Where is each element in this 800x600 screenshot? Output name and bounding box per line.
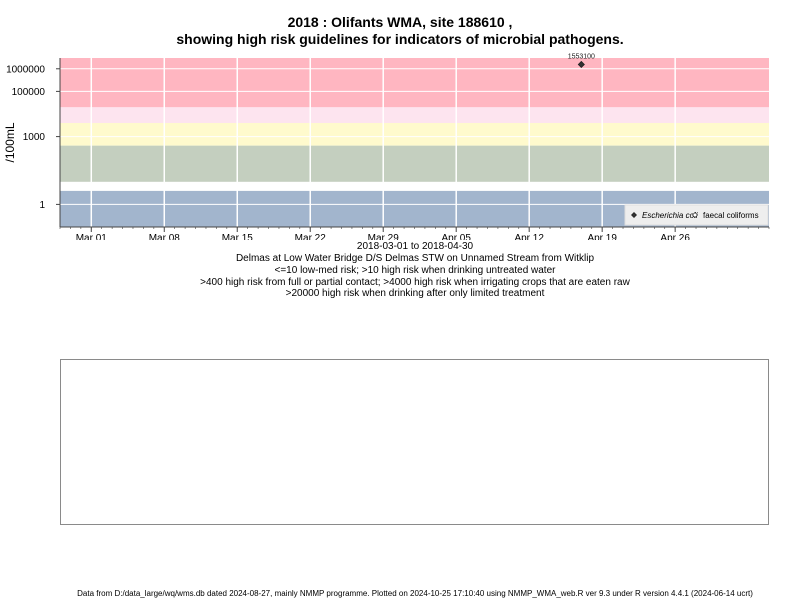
legend: Escherichia coli faecal coliforms bbox=[624, 204, 769, 226]
x-tick-label-mar-01: Mar 01 bbox=[76, 233, 108, 240]
risk-band-2 bbox=[60, 145, 769, 182]
chart-title-line-1: 2018 : Olifants WMA, site 188610 , bbox=[287, 14, 513, 30]
y-tick-label-1000000: 1000000 bbox=[6, 64, 45, 75]
y-tick-label-100000: 100000 bbox=[12, 87, 46, 98]
guideline-text-1: <=10 low-med risk; >10 high risk when dr… bbox=[274, 265, 556, 276]
date-range-label: 2018-03-01 to 2018-04-30 bbox=[356, 241, 474, 252]
site-description: Delmas at Low Water Bridge D/S Delmas ST… bbox=[235, 253, 595, 264]
x-tick-label-mar-08: Mar 08 bbox=[149, 233, 181, 240]
x-tick-label-mar-22: Mar 22 bbox=[295, 233, 327, 240]
legend-marker-0 bbox=[631, 212, 637, 218]
y-tick-label-1: 1 bbox=[39, 200, 45, 211]
risk-bands bbox=[60, 58, 769, 227]
legend-label-1: faecal coliforms bbox=[703, 211, 759, 220]
data-points: 1553100 bbox=[568, 53, 595, 69]
guideline-text-2: >400 high risk from full or partial cont… bbox=[200, 277, 630, 288]
legend-label-0: Escherichia coli bbox=[642, 211, 698, 220]
grid-lines bbox=[60, 58, 769, 227]
axes: 1 1000 100000 1000000/100mL Mar 01 Mar 08 Mar … bbox=[3, 58, 770, 240]
guideline-text-3: >20000 high risk when drinking after onl… bbox=[285, 288, 545, 299]
data-label-0-0: 1553100 bbox=[568, 53, 595, 60]
risk-band-5 bbox=[60, 58, 769, 108]
risk-band-3 bbox=[60, 122, 769, 146]
chart-title-line-2: showing high risk guidelines for indicat… bbox=[176, 31, 624, 47]
x-tick-label-apr-05: Apr 05 bbox=[441, 233, 471, 240]
data-point-0-0 bbox=[577, 60, 585, 69]
pathogen-chart: 1553100 1 1000 100000 1000000/100mL Mar 01 Ma… bbox=[3, 53, 770, 240]
x-tick-label-apr-12: Apr 12 bbox=[514, 233, 544, 240]
risk-band-1 bbox=[60, 181, 769, 191]
footer-note: Data from D:/data_large/wq/wms.db dated … bbox=[77, 589, 753, 598]
x-tick-label-apr-19: Apr 19 bbox=[587, 233, 617, 240]
risk-band-4 bbox=[60, 107, 769, 123]
y-axis-title: /100mL bbox=[3, 122, 17, 162]
empty-plot-panel bbox=[60, 359, 769, 525]
legend-marker-1 bbox=[692, 212, 698, 218]
x-tick-label-mar-15: Mar 15 bbox=[222, 233, 254, 240]
y-tick-label-1000: 1000 bbox=[23, 132, 46, 143]
x-tick-label-mar-29: Mar 29 bbox=[368, 233, 400, 240]
x-tick-label-apr-26: Apr 26 bbox=[660, 233, 690, 240]
